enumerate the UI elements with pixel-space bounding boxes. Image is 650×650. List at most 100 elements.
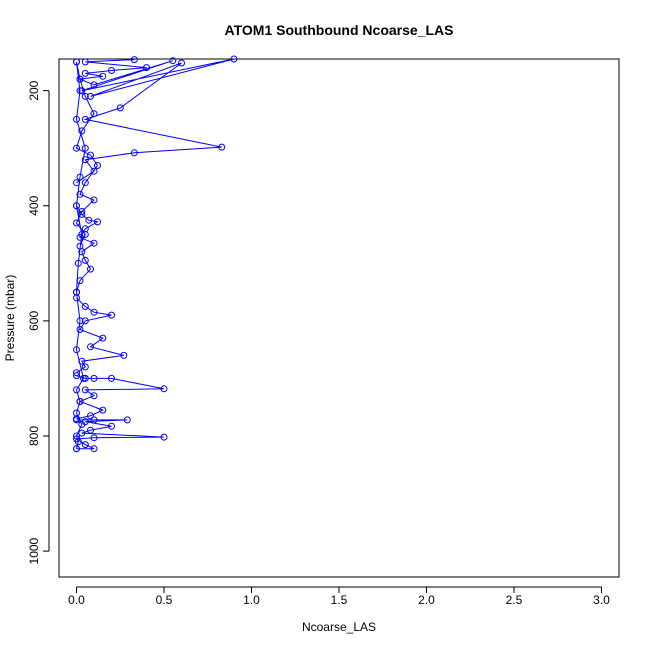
data-point [81, 58, 89, 66]
x-axis-label: Ncoarse_LAS [302, 620, 376, 634]
data-point [230, 55, 238, 63]
data-point [90, 416, 98, 424]
data-point [87, 412, 94, 420]
data-point [116, 104, 124, 112]
data-point [90, 445, 98, 453]
series-line [74, 419, 165, 450]
data-point [120, 351, 128, 359]
data-point [90, 308, 98, 316]
x-tick-label: 1.0 [243, 593, 260, 607]
data-point [78, 421, 86, 428]
data-point [143, 64, 150, 72]
data-point [73, 372, 80, 380]
data-point [87, 426, 94, 434]
data-point [81, 156, 89, 164]
data-point [99, 72, 107, 80]
x-tick-label: 1.5 [331, 593, 348, 607]
data-point [81, 256, 89, 264]
data-point [123, 416, 131, 424]
data-point [78, 231, 86, 238]
series-line [76, 58, 235, 184]
y-axis-label: Pressure (mbar) [3, 275, 17, 362]
data-point [81, 441, 89, 449]
data-point [74, 259, 82, 267]
data-point [81, 386, 89, 394]
data-point [178, 59, 185, 67]
data-point [108, 422, 115, 430]
data-point [169, 57, 177, 65]
data-point [108, 374, 115, 382]
y-axis: 200 400 600 800 1000 [27, 80, 50, 564]
data-point [76, 398, 84, 405]
data-point [99, 334, 107, 342]
data-point [78, 210, 86, 218]
data-point [87, 265, 94, 273]
data-point [99, 406, 107, 414]
chart-title: ATOM1 Southbound Ncoarse_LAS [225, 22, 454, 38]
data-layer [73, 55, 238, 453]
x-axis: 0.0 0.5 1.0 1.5 2.0 2.5 3.0 [68, 586, 610, 607]
data-point [73, 58, 80, 66]
data-point [73, 115, 80, 123]
data-point [78, 127, 86, 135]
data-point [160, 385, 168, 393]
y-tick-label: 1000 [27, 537, 41, 564]
data-point [160, 433, 168, 441]
data-point [90, 434, 98, 442]
data-point [87, 151, 94, 159]
x-tick-label: 2.5 [506, 593, 523, 607]
data-point [76, 317, 84, 325]
x-tick-label: 0.5 [156, 593, 173, 607]
data-point [130, 56, 138, 64]
y-tick-label: 800 [27, 426, 41, 446]
data-point [130, 149, 138, 157]
data-point [90, 374, 98, 382]
data-point [78, 248, 86, 256]
data-point [73, 202, 80, 210]
data-point [90, 239, 98, 247]
data-point [81, 317, 89, 325]
data-point [80, 374, 87, 382]
data-point [90, 392, 98, 400]
data-point [76, 326, 84, 333]
data-point [87, 92, 94, 100]
data-point [76, 87, 84, 95]
data-point [76, 75, 84, 83]
data-point [78, 429, 86, 437]
data-point [76, 190, 84, 198]
data-point [90, 81, 98, 89]
x-tick-label: 2.0 [418, 593, 435, 607]
data-point [73, 386, 80, 394]
y-tick-label: 200 [27, 80, 41, 100]
data-point [73, 445, 80, 453]
data-point [81, 225, 89, 233]
data-point [81, 115, 89, 123]
data-point [81, 144, 89, 152]
data-point [90, 196, 98, 204]
data-point [73, 346, 80, 354]
data-point [73, 144, 80, 152]
data-point [74, 438, 82, 446]
data-point [81, 179, 89, 187]
y-tick-label: 600 [27, 311, 41, 331]
x-tick-label: 3.0 [593, 593, 610, 607]
series-line [76, 297, 124, 374]
data-point [76, 173, 84, 181]
data-point [108, 311, 115, 319]
data-point [81, 363, 89, 371]
data-point [85, 216, 93, 224]
data-point [81, 303, 89, 310]
data-point [108, 67, 115, 74]
data-point [87, 343, 94, 351]
series-line [76, 205, 99, 293]
series-line [75, 61, 99, 247]
data-point [90, 110, 98, 118]
data-point [73, 409, 80, 417]
y-tick-label: 400 [27, 195, 41, 215]
plot-frame [58, 58, 620, 578]
data-point [94, 162, 101, 169]
data-point [73, 288, 80, 296]
data-point [81, 92, 89, 100]
